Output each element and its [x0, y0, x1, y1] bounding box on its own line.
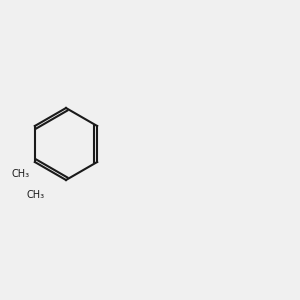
Text: CH₃: CH₃	[12, 169, 30, 179]
Text: CH₃: CH₃	[27, 190, 45, 200]
